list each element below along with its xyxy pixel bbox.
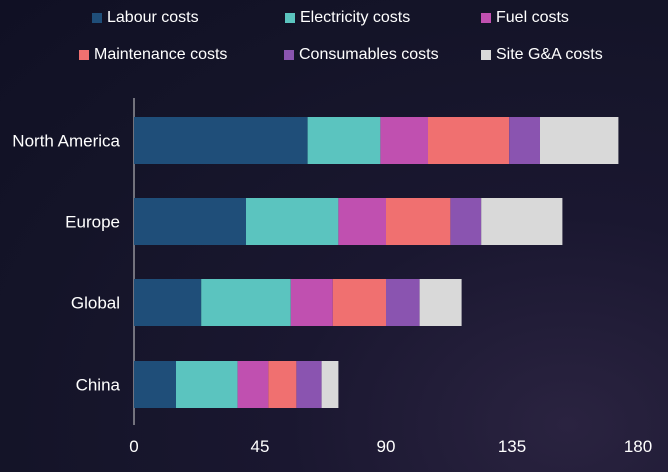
legend-item-consumables: Consumables costs — [284, 46, 439, 64]
bar-segment — [428, 117, 510, 164]
legend-item-electricity: Electricity costs — [285, 9, 410, 27]
bar-segment — [509, 117, 540, 164]
bar-segment — [134, 198, 246, 245]
legend-swatch-consumables — [284, 50, 294, 60]
bar-segment — [134, 117, 308, 164]
bar-segment — [332, 279, 386, 326]
legend-swatch-labour — [92, 13, 102, 23]
legend-label-maintenance: Maintenance costs — [94, 46, 228, 63]
bar-segment — [201, 279, 291, 326]
bar-segment — [338, 198, 386, 245]
bar-segment — [321, 361, 339, 408]
bar-segment — [450, 198, 482, 245]
legend-item-fuel: Fuel costs — [481, 9, 569, 27]
bar-segment — [246, 198, 339, 245]
legend-item-site-ga: Site G&A costs — [481, 46, 603, 64]
bar-segment — [134, 279, 202, 326]
legend-label-consumables: Consumables costs — [299, 46, 439, 63]
bar-segment — [268, 361, 297, 408]
x-tick-label: 0 — [129, 437, 138, 456]
bar-segment — [307, 117, 381, 164]
x-tick-label: 90 — [377, 437, 396, 456]
bar-segment — [386, 198, 451, 245]
legend-swatch-site-ga — [481, 50, 491, 60]
bar-segment — [176, 361, 238, 408]
category-label: Europe — [65, 213, 120, 232]
legend-item-labour: Labour costs — [92, 9, 199, 27]
category-label: China — [76, 376, 121, 395]
bar-segment — [296, 361, 322, 408]
x-tick-label: 135 — [498, 437, 526, 456]
bar-segment — [419, 279, 462, 326]
legend-swatch-electricity — [285, 13, 295, 23]
legend-swatch-maintenance — [79, 50, 89, 60]
bar-segment — [540, 117, 619, 164]
x-tick-label: 180 — [624, 437, 652, 456]
legend-label-site-ga: Site G&A costs — [496, 46, 603, 63]
legend-item-maintenance: Maintenance costs — [79, 46, 227, 64]
chart-legend: Labour costs Electricity costs Fuel cost… — [0, 0, 668, 80]
legend-label-fuel: Fuel costs — [496, 9, 569, 26]
legend-label-labour: Labour costs — [107, 9, 199, 26]
category-label: Global — [71, 294, 120, 313]
bar-segment — [290, 279, 333, 326]
x-tick-label: 45 — [251, 437, 270, 456]
bar-segment — [386, 279, 420, 326]
bar-segment — [481, 198, 563, 245]
legend-label-electricity: Electricity costs — [300, 9, 411, 26]
bar-segment — [134, 361, 176, 408]
legend-swatch-fuel — [481, 13, 491, 23]
category-label: North America — [12, 132, 120, 151]
bar-segment — [237, 361, 269, 408]
bar-segment — [380, 117, 428, 164]
